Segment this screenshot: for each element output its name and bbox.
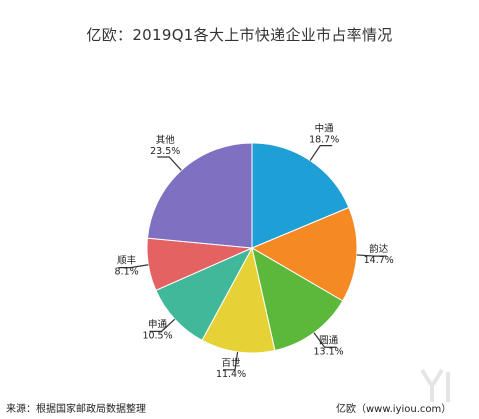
slice-3-name-label: 圆通 xyxy=(319,335,339,346)
slice-3-value-label: 13.1% xyxy=(314,346,344,357)
slice-6-leader-line xyxy=(118,264,149,269)
slice-1-wedge xyxy=(251,142,350,249)
slice-1-value-label: 18.7% xyxy=(309,135,339,146)
slice-1-leader-line xyxy=(309,145,333,161)
slice-3-wedge xyxy=(251,246,344,352)
slice-5-wedge xyxy=(155,246,254,342)
slice-3-leader-line xyxy=(313,332,337,348)
slice-4-name-label: 百世 xyxy=(222,357,242,369)
slice-7-leader-line xyxy=(157,156,182,171)
slice-7-value-label: 23.5% xyxy=(150,146,180,157)
source-note: 来源：根据国家邮政局数据整理 xyxy=(6,404,146,415)
slice-6-name-label: 顺丰 xyxy=(117,255,136,267)
slice-4-value-label: 11.4% xyxy=(216,369,246,380)
slice-5-name-label: 申通 xyxy=(148,318,168,330)
credit-note: 亿欧（www.iyiou.com） xyxy=(336,404,452,415)
slice-4-wedge xyxy=(201,246,276,354)
iyiou-watermark-logo xyxy=(420,368,450,402)
slice-1-name-label: 中通 xyxy=(315,123,335,135)
slice-2-leader-line xyxy=(356,254,387,257)
slice-7-wedge xyxy=(146,142,253,249)
slice-6-value-label: 8.1% xyxy=(115,267,139,278)
slice-4-leader-line xyxy=(223,351,239,371)
slice-2-value-label: 14.7% xyxy=(364,255,394,266)
slice-5-value-label: 10.5% xyxy=(142,330,172,341)
chart-title: 亿欧：2019Q1各大上市快递企业市占率情况 xyxy=(86,26,393,44)
slice-7-name-label: 其他 xyxy=(156,134,176,146)
slice-5-leader-line xyxy=(149,318,176,332)
slice-2-name-label: 韵达 xyxy=(369,243,389,255)
